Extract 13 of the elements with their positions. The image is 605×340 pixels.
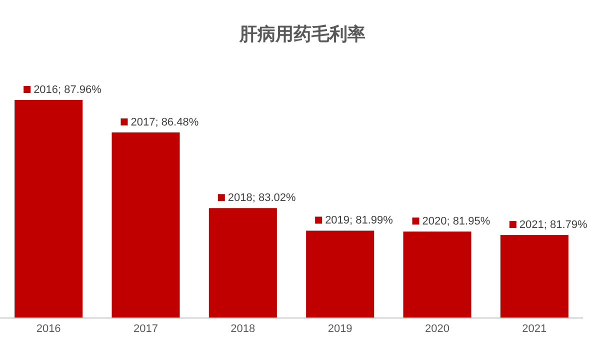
x-tick: 2017 (134, 323, 158, 335)
title: 肝病用药毛利率 (240, 24, 366, 44)
x-tick: 2018 (230, 323, 256, 335)
data-label: 2021; 81.79% (519, 219, 588, 232)
data-label: 2020; 81.95% (422, 216, 490, 228)
data-label: 2016; 87.96% (34, 84, 102, 96)
x-tick: 2021 (522, 323, 547, 335)
x-tick: 2016 (36, 323, 61, 335)
data-label: 2018; 83.02% (228, 192, 296, 204)
data-label: 2019; 81.99% (325, 214, 393, 227)
data-label: 2017; 86.48% (130, 116, 199, 128)
x-tick: 2019 (328, 323, 352, 335)
x-tick: 2020 (425, 323, 450, 335)
